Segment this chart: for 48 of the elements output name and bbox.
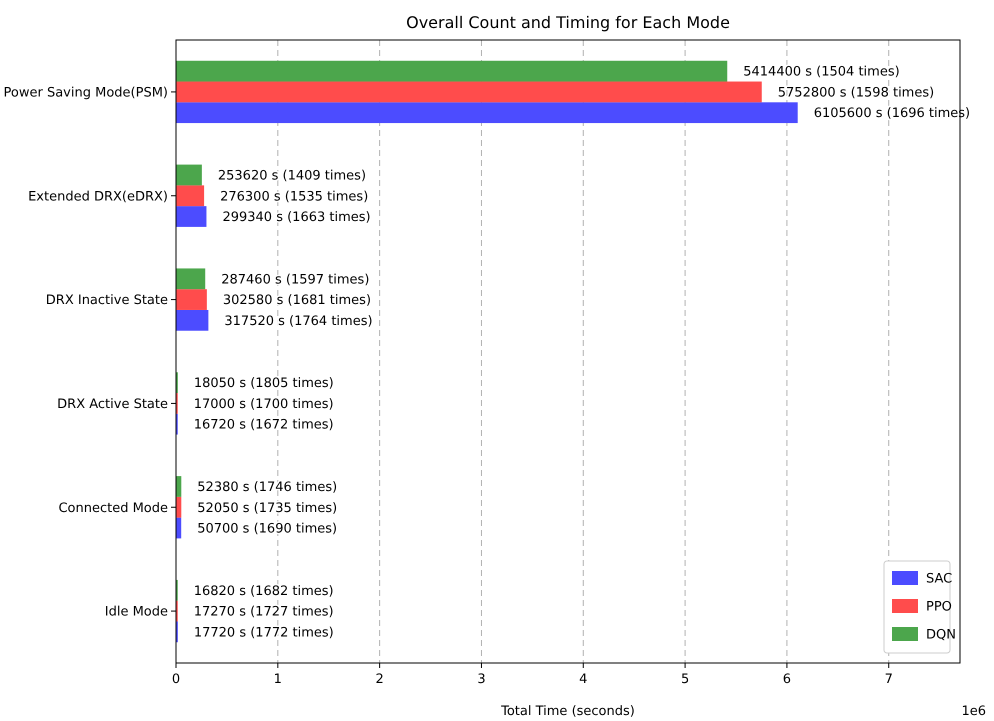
y-tick-label: DRX Inactive State: [46, 293, 168, 308]
y-tick-label: DRX Active State: [57, 396, 168, 412]
bar: [176, 476, 182, 497]
x-tick-label: 0: [172, 672, 180, 687]
annotation: 16720 s (1672 times): [194, 418, 334, 433]
text: 1e6: [961, 704, 986, 719]
annotation: 276300 s (1535 times): [220, 189, 368, 204]
annotation: 50700 s (1690 times): [197, 522, 338, 537]
x-tick-label: 4: [579, 672, 588, 687]
y-tick-label: Idle Mode: [104, 604, 168, 620]
annotation: 5414400 s (1504 times): [743, 64, 900, 80]
x-tick-label: 1: [274, 672, 282, 687]
annotation: 17000 s (1700 times): [194, 396, 334, 412]
legend-label: PPO: [926, 600, 952, 615]
chart-title: Overall Count and Timing for Each Mode: [406, 13, 730, 32]
annotation: 52050 s (1735 times): [197, 500, 338, 516]
x-tick-label: 3: [477, 672, 486, 687]
x-tick-label: 2: [375, 672, 384, 687]
bar: [176, 496, 182, 518]
bar: [176, 82, 762, 102]
bar: [176, 289, 207, 310]
bar: [176, 268, 206, 290]
bar: [176, 310, 208, 331]
annotation: 17720 s (1772 times): [194, 625, 334, 640]
annotation: 18050 s (1805 times): [194, 376, 334, 392]
y-tick-label: Extended DRX(eDRX): [28, 189, 168, 204]
annotation: 17270 s (1727 times): [194, 604, 334, 620]
x-tick-label: 7: [884, 672, 893, 687]
annotation: 299340 s (1663 times): [222, 210, 371, 226]
x-tick-label: 6: [782, 672, 792, 687]
bar: [176, 185, 204, 206]
y-tick-label: Power Saving Mode(PSM): [4, 85, 168, 100]
bar: [176, 60, 728, 82]
bar: [176, 102, 798, 124]
x-axis-title: Total Time (seconds): [500, 704, 635, 719]
annotation: 16820 s (1682 times): [194, 584, 334, 599]
bar: [176, 164, 202, 186]
x-tick-label: 5: [680, 672, 690, 687]
annotation: 302580 s (1681 times): [222, 293, 372, 308]
annotation: 52380 s (1746 times): [197, 480, 338, 496]
legend-label: SAC: [926, 572, 952, 587]
y-tick-label: Connected Mode: [58, 500, 168, 516]
annotation: 5752800 s (1598 times): [778, 85, 934, 100]
bar: [176, 206, 206, 227]
annotation: 317520 s (1764 times): [224, 314, 373, 329]
annotation: 253620 s (1409 times): [218, 168, 366, 184]
legend-label: DQN: [926, 628, 956, 643]
annotation: 287460 s (1597 times): [221, 272, 370, 288]
